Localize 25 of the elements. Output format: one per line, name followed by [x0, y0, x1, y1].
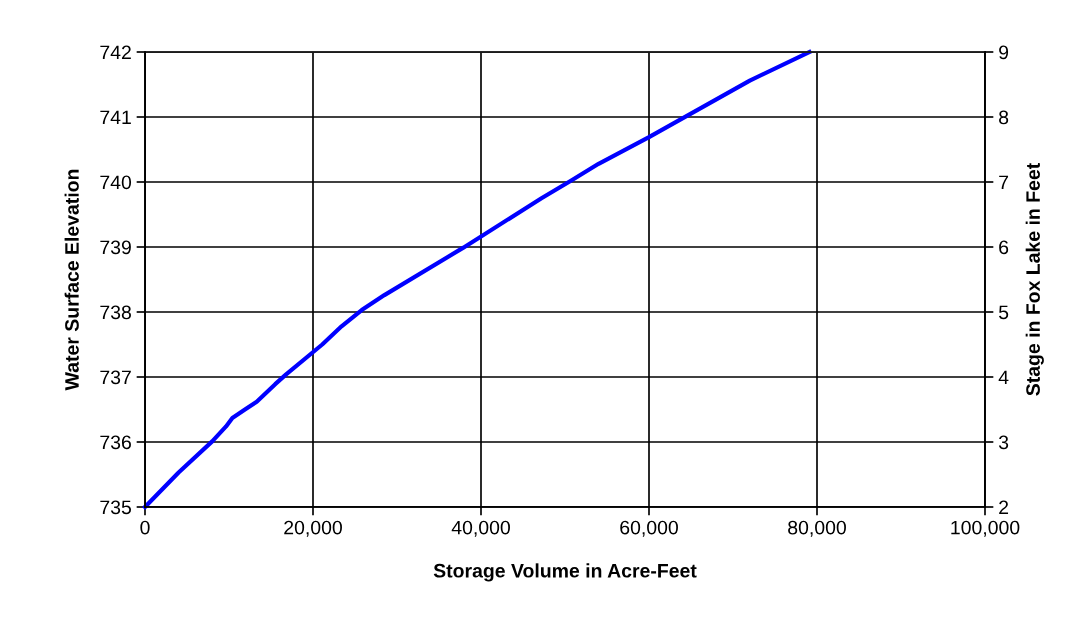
x-tick-label: 20,000: [284, 520, 342, 537]
y2-tick-label: 4: [998, 370, 1009, 385]
y-tick-label: 739: [100, 240, 131, 255]
x-tick-label: 60,000: [620, 520, 678, 537]
y2-tick-label: 5: [998, 305, 1009, 320]
y-tick-label: 740: [100, 175, 132, 190]
y2-tick-label: 2: [999, 500, 1009, 515]
x-tick-label: 80,000: [788, 520, 846, 537]
y2-tick-label: 7: [999, 175, 1009, 190]
x-tick-label: 40,000: [451, 520, 510, 537]
y-axis-title: Water Surface Elevation: [64, 169, 79, 391]
y-tick-label: 742: [100, 45, 131, 60]
y-tick-label: 741: [100, 110, 131, 125]
y2-axis-title: Stage in Fox Lake in Feet: [1025, 163, 1044, 396]
y-tick-label: 737: [100, 370, 131, 385]
x-tick-label: 100,000: [951, 520, 1020, 537]
y2-tick-label: 8: [999, 110, 1009, 125]
y-tick-label: 738: [100, 305, 131, 320]
y-tick-label: 736: [100, 435, 131, 450]
y-tick-label: 735: [100, 500, 131, 515]
y2-tick-label: 9: [999, 45, 1009, 60]
x-tick-label: 0: [140, 520, 150, 535]
y2-tick-label: 3: [998, 435, 1009, 450]
x-axis-title: Storage Volume in Acre-Feet: [433, 563, 697, 582]
y2-tick-label: 6: [999, 240, 1009, 255]
